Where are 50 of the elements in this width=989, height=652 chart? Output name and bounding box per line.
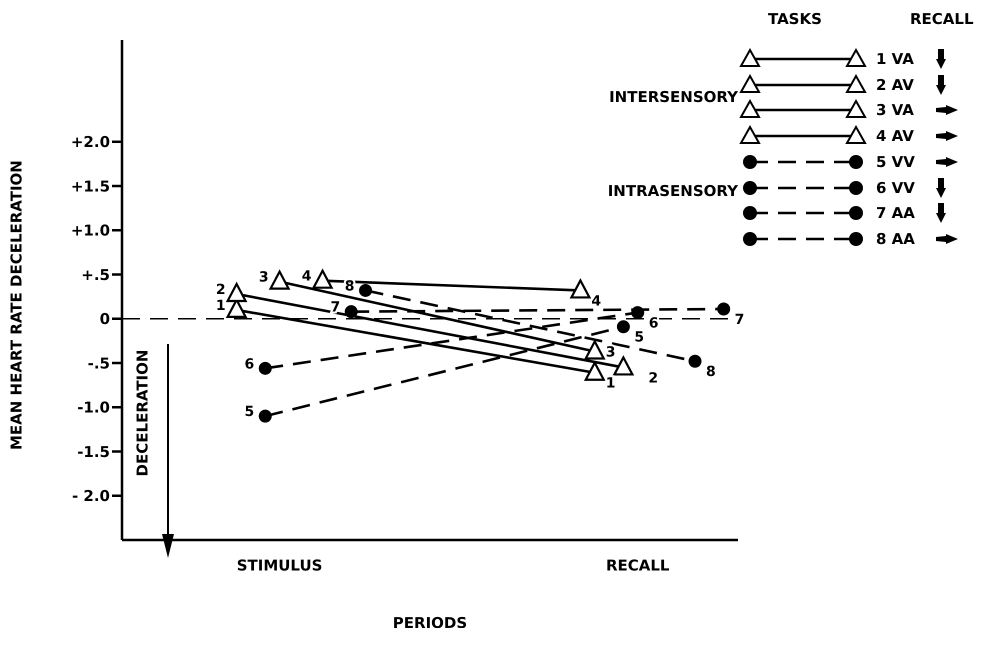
point bbox=[359, 284, 372, 297]
legend-label: 6 VV bbox=[876, 178, 916, 196]
point bbox=[258, 362, 272, 375]
y-tick-label: +1.5 bbox=[70, 177, 110, 196]
point bbox=[616, 320, 630, 334]
y-tick-label: -1.5 bbox=[77, 442, 110, 461]
annotation: DECELERATION bbox=[133, 350, 151, 476]
legend-label: 4 AV bbox=[876, 127, 915, 146]
annotation: 6 bbox=[244, 356, 254, 372]
annotation: 3 bbox=[606, 344, 616, 360]
text: RECALL bbox=[910, 10, 974, 28]
annotation: 4 bbox=[302, 268, 312, 285]
annotation: INTRASENSORY bbox=[608, 182, 738, 200]
annotation: 5 bbox=[244, 404, 254, 420]
y-tick-label: +2.0 bbox=[70, 133, 110, 152]
legend-label: 5 VV bbox=[876, 152, 916, 171]
y-tick-label: - 2.0 bbox=[72, 487, 110, 506]
annotation: 2 bbox=[216, 282, 226, 298]
annotation: 3 bbox=[258, 270, 269, 286]
annotation: 5 bbox=[634, 330, 644, 346]
legend-label: 8 AA bbox=[876, 230, 916, 248]
legend-label: 1 VA bbox=[876, 50, 915, 68]
point bbox=[717, 302, 730, 316]
y-tick-label: +.5 bbox=[81, 266, 110, 284]
point bbox=[631, 306, 644, 320]
annotation: 6 bbox=[648, 316, 658, 332]
y-tick-label: +1.0 bbox=[70, 222, 110, 240]
annotation: 1 bbox=[216, 298, 226, 314]
y-axis-title: MEAN HEART RATE DECELERATION bbox=[7, 160, 26, 450]
annotation: 7 bbox=[330, 300, 340, 316]
point bbox=[312, 270, 333, 289]
annotation: 2 bbox=[648, 370, 658, 386]
annotation: INTERSENSORY bbox=[609, 88, 738, 106]
point bbox=[688, 354, 702, 368]
legend-label: 2 AV bbox=[876, 76, 915, 94]
point bbox=[344, 305, 358, 318]
annotation: 1 bbox=[606, 376, 616, 392]
legend-title: TASKS bbox=[768, 10, 822, 28]
y-tick-label: -1.0 bbox=[77, 398, 110, 417]
annotation: 7 bbox=[734, 312, 744, 328]
y-tick-label: 0 bbox=[100, 310, 110, 328]
legend-label: 7 AA bbox=[876, 204, 916, 222]
y-tick-label: -.5 bbox=[88, 354, 110, 372]
x-tick-label: STIMULUS bbox=[236, 556, 322, 575]
point bbox=[258, 410, 272, 423]
x-axis-title: PERIODS bbox=[392, 614, 468, 632]
legend-label: 3 VA bbox=[876, 101, 915, 120]
annotation: 4 bbox=[591, 293, 602, 310]
point bbox=[584, 362, 605, 381]
annotation: 8 bbox=[706, 364, 716, 380]
